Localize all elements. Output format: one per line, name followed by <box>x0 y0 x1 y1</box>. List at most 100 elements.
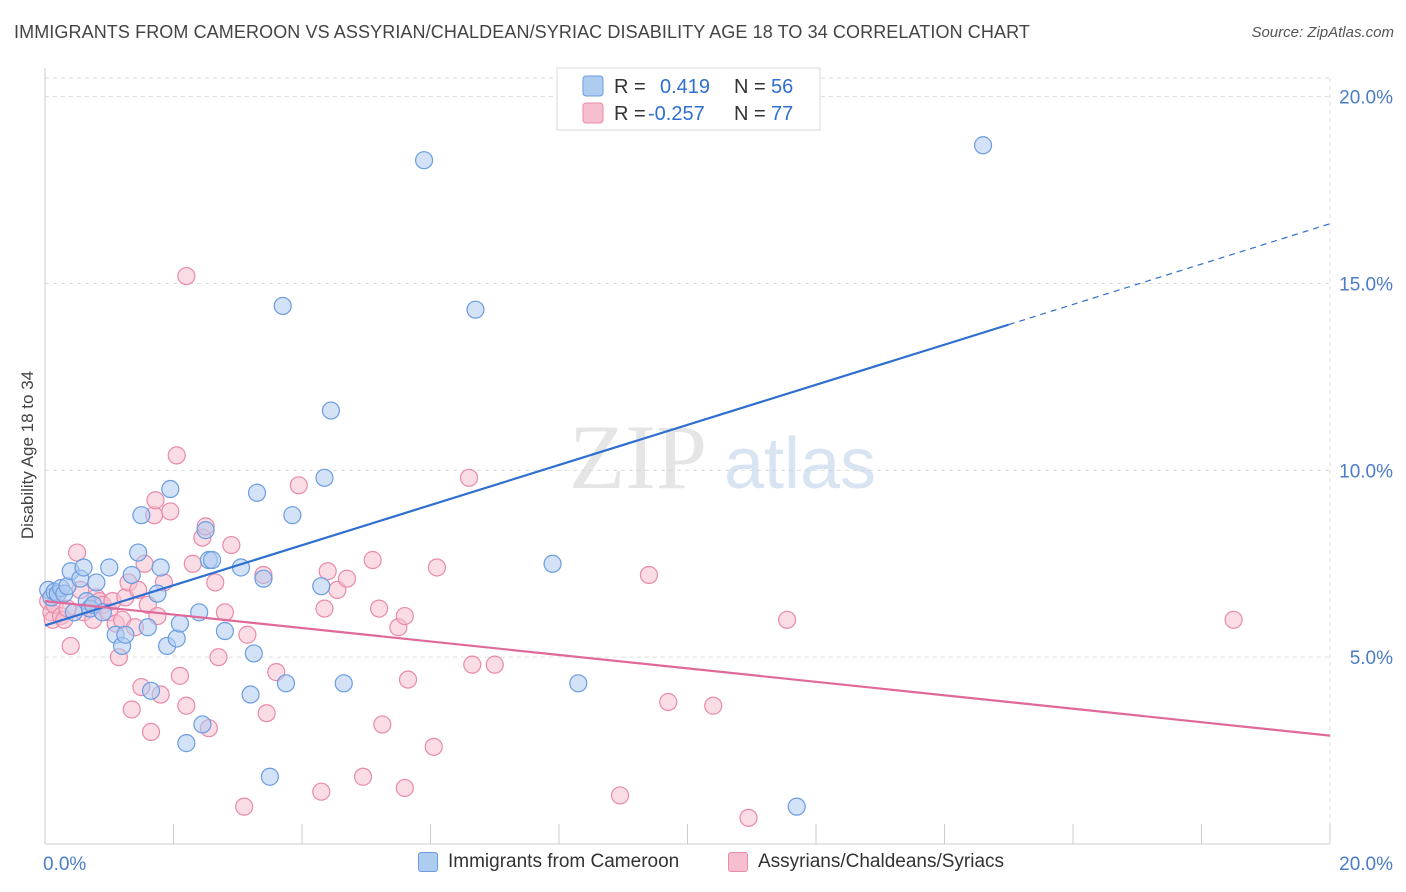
point-assyrian-39 <box>177 696 196 715</box>
point-cameroon-53 <box>543 554 562 573</box>
y-axis-label: Disability Age 18 to 34 <box>18 371 37 539</box>
point-cameroon-49 <box>321 401 341 420</box>
point-cameroon-28 <box>161 479 180 499</box>
bottom-legend-label-cameroon: Immigrants from Cameroon <box>448 851 680 872</box>
point-assyrian-73 <box>610 786 630 805</box>
point-assyrian-79 <box>1224 610 1243 629</box>
point-assyrian-40 <box>177 266 196 286</box>
y-tick-label-5: 5.0% <box>1350 648 1393 669</box>
point-assyrian-8 <box>61 636 80 656</box>
watermark: ZIP atlas <box>569 406 876 508</box>
point-cameroon-33 <box>193 715 212 734</box>
point-assyrian-62 <box>373 715 392 734</box>
point-cameroon-45 <box>276 674 296 693</box>
point-cameroon-40 <box>244 644 263 663</box>
legend-n-label-1: N = <box>734 76 766 98</box>
point-cameroon-54 <box>569 674 588 693</box>
point-assyrian-41 <box>183 554 202 573</box>
point-assyrian-55 <box>312 782 331 801</box>
point-assyrian-63 <box>363 550 382 570</box>
point-assyrian-61 <box>370 599 389 618</box>
point-assyrian-74 <box>639 565 659 585</box>
point-assyrian-9 <box>68 543 87 562</box>
chart-title: IMMIGRANTS FROM CAMEROON VS ASSYRIAN/CHA… <box>14 22 1030 42</box>
point-cameroon-24 <box>141 681 161 700</box>
point-assyrian-65 <box>395 778 414 798</box>
trend-line-cameroon <box>44 323 1010 627</box>
watermark-atlas: atlas <box>724 424 876 504</box>
point-assyrian-38 <box>170 666 190 685</box>
point-assyrian-32 <box>146 491 165 510</box>
point-assyrian-46 <box>209 648 228 667</box>
bottom-legend-item-cameroon: Immigrants from Cameroon <box>418 851 679 873</box>
trend-line-cameroon-extension <box>1008 223 1331 326</box>
tick-labels: 5.0% 10.0% 15.0% 20.0% 0.0% 20.0% <box>43 88 1393 875</box>
bottom-legend: Immigrants from Cameroon Assyrians/Chald… <box>0 851 1406 881</box>
point-assyrian-24 <box>122 700 141 719</box>
y-tick-label-20: 20.0% <box>1339 88 1393 109</box>
x-tick-label-max: 20.0% <box>1339 854 1393 875</box>
point-cameroon-20 <box>122 565 141 585</box>
point-assyrian-37 <box>167 446 186 465</box>
point-cameroon-39 <box>241 685 260 704</box>
bottom-legend-item-assyrian: Assyrians/Chaldeans/Syriacs <box>728 851 1004 873</box>
point-cameroon-19 <box>116 625 135 644</box>
point-cameroon-48 <box>315 468 334 487</box>
legend: R = 0.419 N = 56 R = -0.257 N = 77 <box>556 67 821 131</box>
legend-n-label-2: N = <box>734 103 766 125</box>
point-assyrian-30 <box>141 722 161 742</box>
point-assyrian-67 <box>398 670 418 689</box>
point-assyrian-66 <box>395 606 414 626</box>
point-assyrian-57 <box>318 562 337 581</box>
point-assyrian-50 <box>238 625 257 644</box>
point-assyrian-59 <box>337 569 357 588</box>
legend-r-label-1: R = <box>614 76 646 98</box>
point-assyrian-45 <box>206 573 225 592</box>
point-cameroon-46 <box>283 506 302 525</box>
point-assyrian-52 <box>257 704 276 723</box>
axes <box>44 68 1331 845</box>
legend-n-value-2: 77 <box>771 103 793 125</box>
point-assyrian-49 <box>235 797 254 816</box>
point-cameroon-26 <box>151 558 170 577</box>
chart-source: Source: ZipAtlas.com <box>1251 24 1394 41</box>
point-assyrian-36 <box>161 502 180 521</box>
point-cameroon-23 <box>138 618 157 637</box>
bottom-legend-swatch-pink <box>728 852 748 872</box>
point-assyrian-68 <box>424 737 443 756</box>
point-cameroon-16 <box>100 558 119 577</box>
point-cameroon-22 <box>132 506 151 525</box>
series-pink-points <box>39 266 1243 827</box>
legend-r-label-2: R = <box>614 103 646 125</box>
point-cameroon-43 <box>247 483 267 502</box>
point-cameroon-10 <box>74 558 93 577</box>
point-cameroon-51 <box>414 151 434 170</box>
point-cameroon-44 <box>273 296 292 316</box>
point-cameroon-42 <box>260 767 279 786</box>
point-cameroon-37 <box>215 621 234 641</box>
point-cameroon-52 <box>466 300 485 319</box>
point-assyrian-54 <box>289 476 308 495</box>
point-cameroon-34 <box>196 521 215 540</box>
point-cameroon-14 <box>87 573 106 592</box>
point-cameroon-30 <box>170 614 190 633</box>
legend-r-value-2: -0.257 <box>648 103 705 125</box>
point-assyrian-76 <box>704 696 723 715</box>
legend-n-value-1: 56 <box>771 76 793 98</box>
point-assyrian-71 <box>463 655 482 674</box>
point-cameroon-21 <box>129 543 148 562</box>
legend-swatch-blue <box>582 75 604 97</box>
point-cameroon-29 <box>167 629 186 648</box>
point-assyrian-70 <box>459 468 479 487</box>
point-assyrian-72 <box>485 655 504 674</box>
point-assyrian-60 <box>353 767 373 786</box>
x-tick-label-min: 0.0% <box>43 854 86 875</box>
point-cameroon-47 <box>312 577 331 596</box>
bottom-legend-label-assyrian: Assyrians/Chaldeans/Syriacs <box>758 851 1005 872</box>
point-cameroon-50 <box>334 674 353 693</box>
point-assyrian-78 <box>777 610 797 629</box>
point-assyrian-48 <box>222 535 241 555</box>
point-cameroon-56 <box>973 136 993 155</box>
watermark-zip: ZIP <box>569 406 707 508</box>
point-assyrian-77 <box>739 808 758 827</box>
